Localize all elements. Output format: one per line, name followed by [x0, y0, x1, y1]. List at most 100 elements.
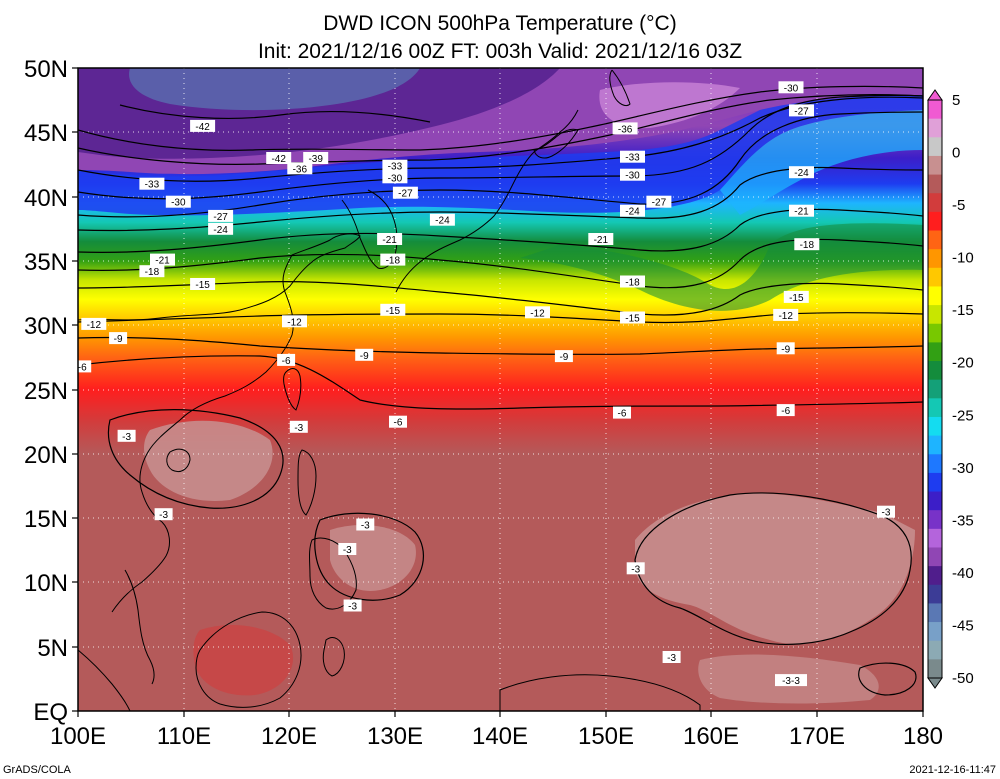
contour-label-box — [150, 253, 175, 266]
contour-minus-27 — [78, 111, 923, 218]
colorbar-tick-label: 5 — [952, 92, 960, 109]
lon-label-170e: 170E — [789, 723, 845, 750]
warm-patch-philippines — [330, 525, 416, 591]
lat-label-5n: 5N — [37, 635, 68, 662]
contour-label: -24 — [213, 225, 228, 236]
colorbar-tick-label: -25 — [952, 407, 974, 424]
contour-label-box — [282, 315, 307, 328]
colorbar-tick-label: -50 — [952, 670, 974, 687]
coastline-sumatra — [78, 649, 131, 711]
contour-label: -12 — [530, 308, 545, 319]
lon-label-120e: 120E — [261, 723, 317, 750]
contour-label: -24 — [435, 216, 450, 227]
coastline-new-guinea — [499, 674, 701, 711]
contour-label-box — [343, 599, 362, 612]
contour-label: -33 — [145, 180, 160, 191]
map-subtitle: Init: 2021/12/16 00Z FT: 003h Valid: 202… — [258, 40, 742, 63]
contour-minus-15 — [78, 281, 923, 316]
contour-label: -36 — [293, 164, 308, 175]
colorbar-tick-label: -30 — [952, 460, 974, 477]
colorbar-tick-label: -35 — [952, 512, 974, 529]
colorbar-swatch — [928, 491, 942, 511]
contour-label-box — [380, 303, 406, 316]
lat-label-45n: 45N — [24, 120, 68, 147]
coastline-korea — [341, 189, 398, 269]
contour-label-box — [289, 420, 308, 433]
contour-label: -42 — [271, 154, 286, 165]
colorbar-swatch — [928, 528, 942, 549]
warm-patch-central-pacific — [635, 493, 915, 644]
color-bar: 5 0 -5 -10 -15 -20 -25 -30 -35 -40 -45 -50 — [927, 89, 974, 689]
lat-label-35n: 35N — [24, 249, 68, 276]
lat-label-40n: 40N — [24, 185, 68, 212]
contour-label: -24 — [794, 168, 809, 179]
contour-label: -3 — [882, 508, 891, 519]
axis-tick-marks — [72, 67, 924, 717]
lon-label-140e: 140E — [472, 723, 528, 750]
colorbar-swatch — [928, 118, 942, 138]
contour-label-box — [662, 651, 681, 663]
contour-minus-24 — [78, 166, 923, 232]
colorbar-swatch — [928, 137, 942, 157]
contour-label: -15 — [789, 293, 804, 304]
contour-label-box — [208, 222, 234, 235]
contour-label-box — [789, 104, 814, 117]
contour-label: -6 — [78, 362, 87, 373]
contour-label-box — [773, 308, 799, 321]
contour-label: -18 — [386, 256, 401, 267]
coastline-borneo — [195, 611, 302, 708]
colorbar-swatch — [928, 100, 942, 120]
contour-label-box — [266, 152, 292, 164]
colorbar-min-arrow — [927, 677, 943, 689]
colorbar-swatch — [928, 416, 942, 437]
contour-minus-9 — [78, 336, 923, 356]
colorbar-swatch — [928, 584, 942, 605]
contour-label: -18 — [800, 240, 815, 251]
contour-minus-3-indochina — [107, 409, 284, 509]
colorbar-outline — [927, 99, 943, 679]
contour-label-box — [776, 342, 795, 355]
contour-label-box — [109, 332, 128, 345]
contour-minus-39 — [78, 85, 923, 151]
contour-minus-12 — [78, 312, 923, 324]
lon-label-130e: 130E — [367, 723, 423, 750]
latitude-axis: 50N 45N 40N 35N 30N 25N 20N 15N 10N 5N E… — [24, 56, 68, 726]
contour-label: -33 — [625, 153, 640, 164]
contour-label: -18 — [625, 278, 640, 289]
contour-label: -3 — [667, 653, 676, 664]
contour-label: -3 — [343, 545, 352, 556]
contour-label-box — [277, 353, 296, 366]
contour-label: -24 — [625, 207, 640, 218]
colorbar-swatch — [928, 211, 942, 232]
footer-timestamp: 2021-12-16-11:47 — [909, 764, 996, 776]
contour-label: -3 — [631, 564, 640, 575]
contour-label-box — [338, 543, 357, 555]
contour-label-box — [303, 152, 329, 164]
contour-label: -33 — [388, 162, 403, 173]
lat-label-10n: 10N — [24, 570, 68, 597]
contour-label: -27 — [652, 198, 667, 209]
colorbar-swatch — [928, 566, 942, 586]
lat-label-eq: EQ — [33, 699, 68, 726]
colorbar-swatch — [928, 603, 942, 623]
contour-minus-3-warm-dome-east — [634, 492, 912, 646]
contour-label-box — [117, 429, 136, 442]
lon-label-150e: 150E — [578, 723, 634, 750]
contour-label-box — [620, 311, 645, 324]
contour-label-box — [626, 562, 645, 575]
contour-label-box — [620, 204, 645, 217]
colorbar-tick-label: -5 — [952, 197, 965, 214]
contour-label-box — [789, 166, 814, 179]
cool-patch-borneo — [193, 625, 294, 696]
contour-label-box — [382, 159, 408, 172]
coastline-sulawesi — [322, 637, 345, 677]
lat-label-20n: 20N — [24, 442, 68, 469]
contour-label: -30 — [625, 171, 640, 182]
contour-label-box — [588, 233, 614, 245]
contour-label-box — [613, 406, 631, 419]
contour-label-box — [392, 186, 418, 199]
lat-label-30n: 30N — [24, 313, 68, 340]
contour-label: -21 — [794, 207, 809, 218]
contour-label: -6 — [618, 409, 627, 420]
contour-label: -3 — [122, 432, 131, 443]
